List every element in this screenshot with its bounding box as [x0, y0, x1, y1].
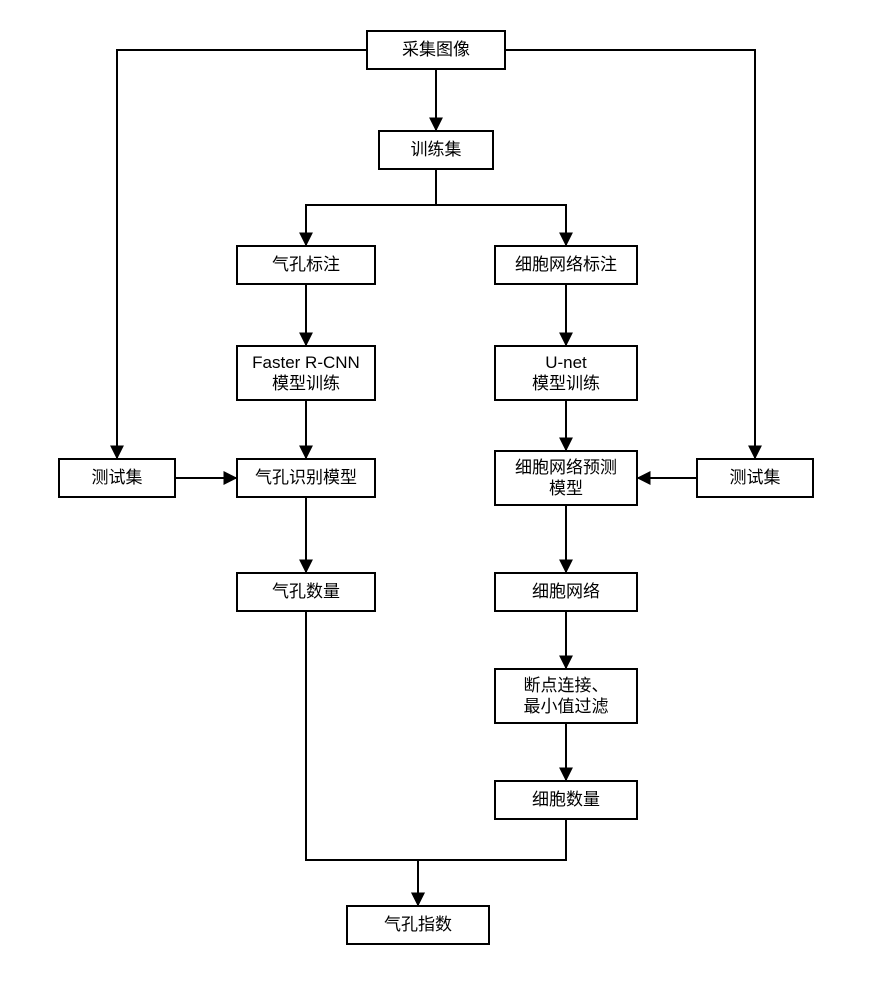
- edge-n2-n3: [306, 170, 436, 245]
- node-n10: 测试集: [696, 458, 814, 498]
- edge-n2-n4: [436, 170, 566, 245]
- node-n5: Faster R-CNN 模型训练: [236, 345, 376, 401]
- node-n4: 细胞网络标注: [494, 245, 638, 285]
- node-n8: 细胞网络预测 模型: [494, 450, 638, 506]
- node-n9: 测试集: [58, 458, 176, 498]
- node-n3: 气孔标注: [236, 245, 376, 285]
- node-n2: 训练集: [378, 130, 494, 170]
- node-n6: U-net 模型训练: [494, 345, 638, 401]
- edge-n14-n15: [418, 820, 566, 905]
- node-n14: 细胞数量: [494, 780, 638, 820]
- node-n12: 细胞网络: [494, 572, 638, 612]
- node-n15: 气孔指数: [346, 905, 490, 945]
- node-n13: 断点连接、 最小值过滤: [494, 668, 638, 724]
- node-n7: 气孔识别模型: [236, 458, 376, 498]
- node-n11: 气孔数量: [236, 572, 376, 612]
- node-n1: 采集图像: [366, 30, 506, 70]
- edge-n11-n15: [306, 612, 418, 905]
